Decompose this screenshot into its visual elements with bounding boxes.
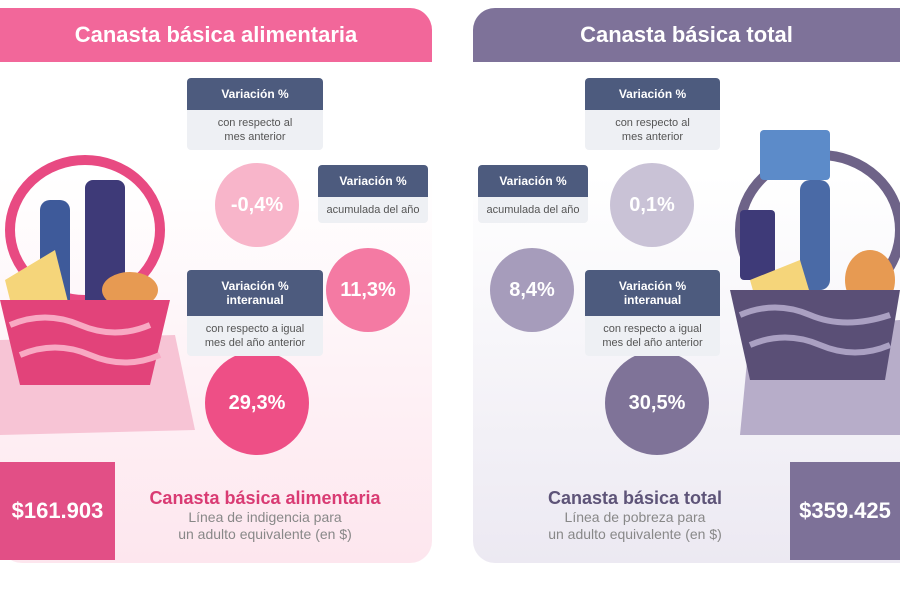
panel-title: Canasta básica alimentaria — [0, 8, 432, 62]
amount: $161.903 — [0, 462, 115, 560]
basket-illustration — [730, 130, 900, 435]
sublabel: con respecto al mes anterior — [187, 110, 323, 150]
sublabel: con respecto a igual mes del año anterior — [585, 316, 720, 356]
amount: $359.425 — [790, 462, 900, 560]
sublabel-line: con respecto a igual — [205, 323, 305, 335]
label: Variación % — [585, 78, 720, 110]
value-circle: 30,5% — [605, 351, 709, 455]
sublabel-line: mes anterior — [224, 131, 286, 143]
sublabel: acumulada del año — [318, 197, 428, 223]
value-circle: 11,3% — [326, 248, 410, 332]
sublabel-line: acumulada del año — [486, 204, 580, 216]
sublabel: con respecto a igual mes del año anterior — [187, 316, 323, 356]
summary-line: un adulto equivalente (en $) — [178, 526, 352, 542]
panel-title: Canasta básica total — [473, 8, 900, 62]
sublabel-line: con respecto al — [615, 117, 690, 129]
sublabel-line: mes del año anterior — [602, 337, 703, 349]
label: Variación % interanual — [585, 270, 720, 316]
summary-line: Línea de pobreza para — [564, 509, 706, 525]
summary-title: Canasta básica total — [547, 488, 723, 508]
summary-title: Canasta básica alimentaria — [149, 488, 381, 508]
value-circle: 0,1% — [610, 163, 694, 247]
basket-illustration — [0, 155, 195, 435]
label: Variación % interanual — [187, 270, 323, 316]
sublabel-line: con respecto a igual — [603, 323, 702, 335]
summary-line: un adulto equivalente (en $) — [548, 526, 722, 542]
sublabel-line: mes del año anterior — [204, 337, 306, 349]
label-box: Variación % con respecto al mes anterior — [187, 78, 323, 150]
sublabel-line: acumulada del año — [326, 204, 420, 216]
sublabel: con respecto al mes anterior — [585, 110, 720, 150]
label: Variación % — [187, 78, 323, 110]
label: Variación % — [318, 165, 428, 197]
label-box: Variación % acumulada del año — [478, 165, 588, 223]
label-box: Variación % con respecto al mes anterior — [585, 78, 720, 150]
label-box: Variación % interanual con respecto a igu… — [187, 270, 323, 356]
label: Variación % — [478, 165, 588, 197]
value-circle: 8,4% — [490, 248, 574, 332]
value-circle: -0,4% — [215, 163, 299, 247]
value-circle: 29,3% — [205, 351, 309, 455]
summary: Canasta básica total Línea de pobreza pa… — [510, 488, 760, 543]
sublabel-line: con respecto al — [217, 117, 293, 129]
label-box: Variación % interanual con respecto a igu… — [585, 270, 720, 356]
sublabel-line: mes anterior — [621, 131, 684, 143]
summary: Canasta básica alimentaria Línea de indi… — [140, 488, 390, 543]
sublabel: acumulada del año — [478, 197, 588, 223]
label-box: Variación % acumulada del año — [318, 165, 428, 223]
summary-line: Línea de indigencia para — [188, 509, 342, 525]
